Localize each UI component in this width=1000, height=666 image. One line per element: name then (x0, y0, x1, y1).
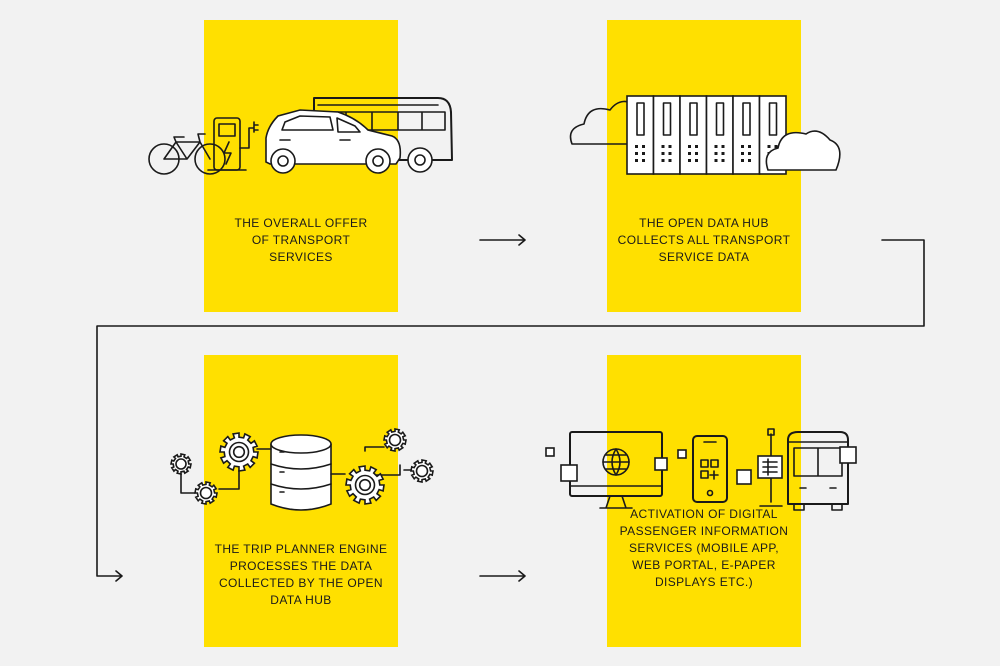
caption-line: COLLECTED BY THE OPEN (218, 576, 383, 590)
step-1-caption: THE OVERALL OFFER OF TRANSPORT SERVICES (191, 215, 411, 266)
gear-icon (194, 481, 218, 505)
gear-icon (345, 465, 385, 505)
bicycle-icon (148, 133, 226, 175)
caption-line: PROCESSES THE DATA (229, 559, 373, 573)
car-icon (265, 109, 402, 174)
step-3-caption: THE TRIP PLANNER ENGINE PROCESSES THE DAT… (191, 541, 411, 609)
gear-icon (219, 432, 259, 472)
monitor-globe-icon (545, 431, 668, 509)
gear-icon (170, 453, 192, 475)
caption-line: THE OVERALL OFFER (234, 216, 368, 230)
caption-line: WEB PORTAL, E-PAPER (632, 558, 776, 572)
caption-line: SERVICES (MOBILE APP, (628, 541, 779, 555)
caption-line: OF TRANSPORT (251, 233, 351, 247)
database-icon (270, 434, 332, 511)
arrow-step3-to-step4 (479, 570, 526, 582)
gear-connectors (180, 446, 419, 494)
caption-line: COLLECTS ALL TRANSPORT (617, 233, 791, 247)
server-rack-icon (626, 95, 787, 175)
bus-icon (313, 97, 453, 173)
info-display-pole-icon (757, 428, 783, 507)
gear-icon (410, 459, 434, 483)
arrow-step1-to-step2 (479, 234, 526, 246)
caption-line: THE TRIP PLANNER ENGINE (214, 542, 388, 556)
connector-step2-to-step3 (96, 239, 925, 582)
bus-front-icon (787, 431, 857, 511)
step-4-caption: ACTIVATION OF DIGITAL PASSENGER INFORMATI… (594, 506, 814, 591)
caption-line: THE OPEN DATA HUB (639, 216, 769, 230)
smartphone-app-icon (677, 435, 752, 503)
caption-line: ACTIVATION OF DIGITAL (630, 507, 778, 521)
charging-station-icon (207, 117, 259, 171)
step-1-panel (204, 20, 398, 312)
caption-line: DATA HUB (270, 593, 332, 607)
caption-line: DISPLAYS ETC.) (654, 575, 754, 589)
step-2-caption: THE OPEN DATA HUB COLLECTS ALL TRANSPORT S… (594, 215, 814, 266)
caption-line: SERVICE DATA (658, 250, 750, 264)
caption-line: PASSENGER INFORMATION (619, 524, 789, 538)
cloud-icon (765, 130, 841, 171)
caption-line: SERVICES (269, 250, 333, 264)
gear-icon (383, 428, 407, 452)
